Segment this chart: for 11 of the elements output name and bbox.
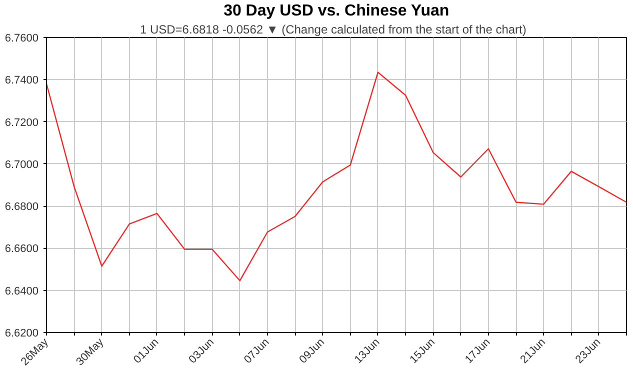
chart-title: 30 Day USD vs. Chinese Yuan bbox=[224, 2, 450, 20]
y-tick-label: 6.6200 bbox=[4, 328, 39, 340]
y-tick-label: 6.6600 bbox=[4, 243, 39, 256]
y-tick-label: 6.7600 bbox=[4, 32, 39, 44]
line-series bbox=[46, 72, 626, 282]
chart-subtitle: 1 USD=6.6818 -0.0562 ▼ (Change calculated from the start of the chart) bbox=[140, 22, 526, 36]
y-tick-label: 6.7000 bbox=[4, 158, 39, 171]
y-tick-label: 6.7200 bbox=[4, 116, 39, 129]
y-tick-label: 6.7400 bbox=[4, 74, 39, 87]
y-tick-label: 6.6400 bbox=[4, 285, 39, 298]
y-tick-label: 6.6800 bbox=[4, 201, 39, 214]
